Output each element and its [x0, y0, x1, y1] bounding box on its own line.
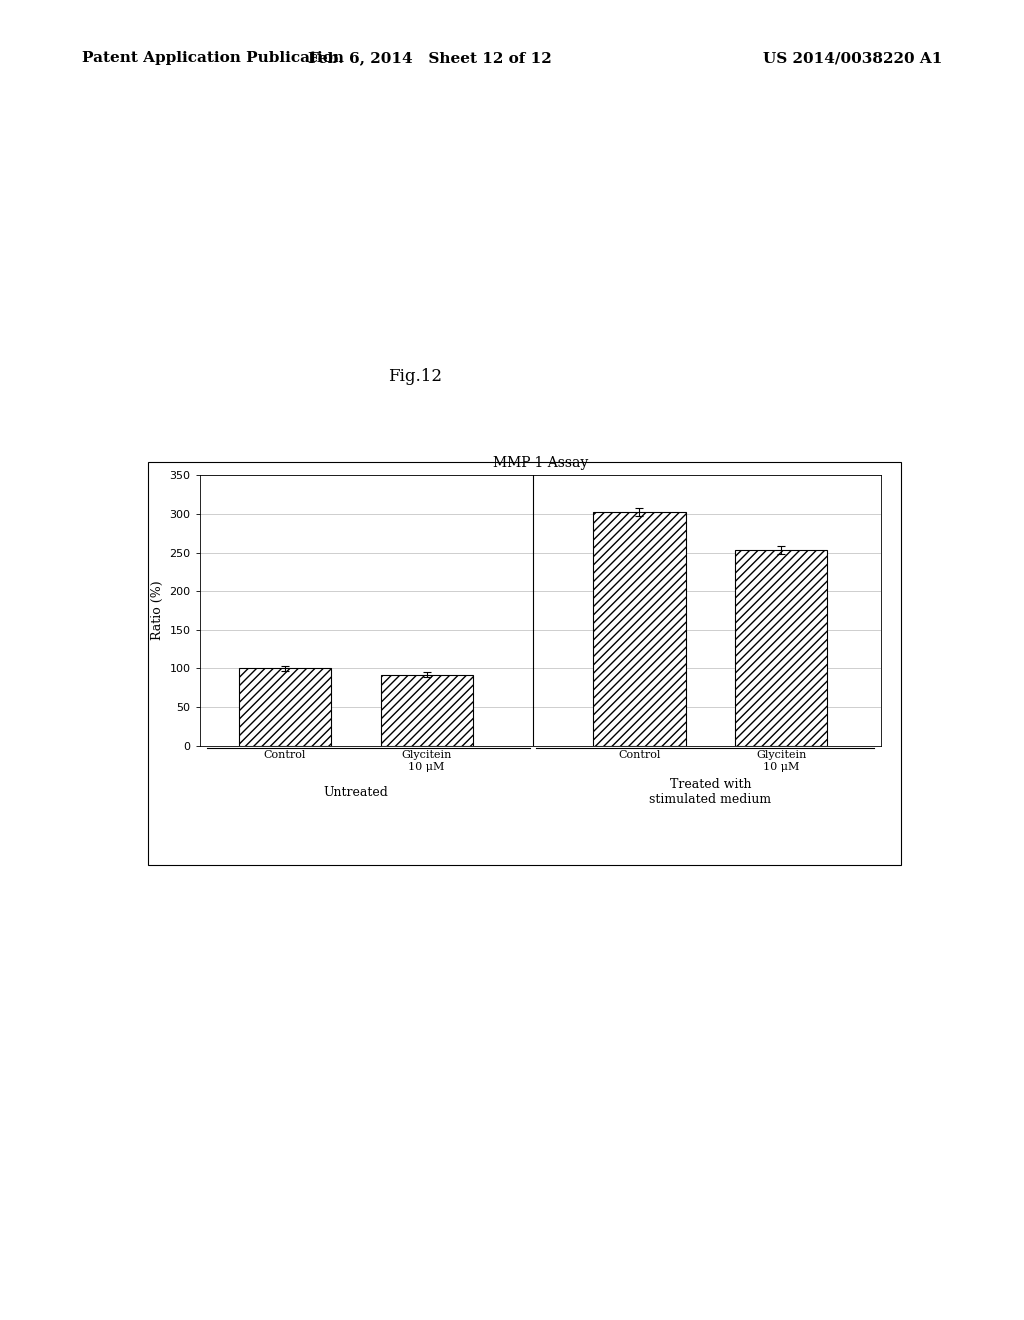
Text: US 2014/0038220 A1: US 2014/0038220 A1: [763, 51, 942, 65]
Bar: [381, 675, 473, 746]
Bar: [239, 668, 331, 746]
Title: MMP-1 Assay: MMP-1 Assay: [493, 455, 588, 470]
Bar: [593, 512, 686, 746]
Text: Fig.12: Fig.12: [388, 368, 441, 384]
Y-axis label: Ratio (%): Ratio (%): [151, 581, 164, 640]
Text: Patent Application Publication: Patent Application Publication: [82, 51, 344, 65]
Bar: [735, 550, 827, 746]
Text: Treated with
stimulated medium: Treated with stimulated medium: [649, 777, 771, 807]
Text: Untreated: Untreated: [324, 785, 388, 799]
Text: Feb. 6, 2014   Sheet 12 of 12: Feb. 6, 2014 Sheet 12 of 12: [308, 51, 552, 65]
